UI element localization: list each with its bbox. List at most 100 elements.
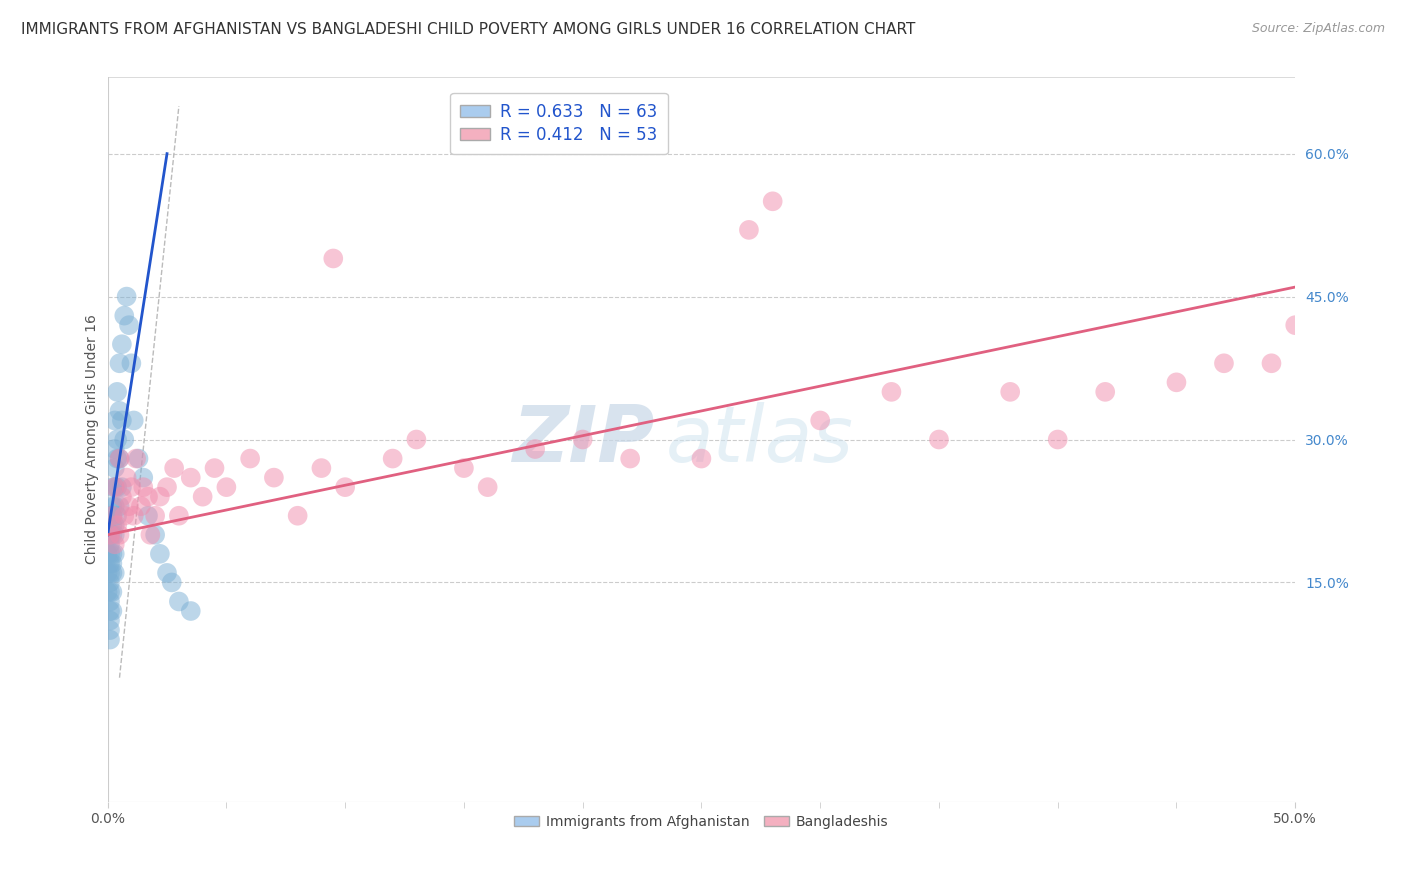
Point xyxy=(98,594,121,608)
Point xyxy=(122,413,145,427)
Point xyxy=(204,461,226,475)
Point xyxy=(104,547,127,561)
Point xyxy=(619,451,641,466)
Point xyxy=(167,594,190,608)
Point xyxy=(111,480,134,494)
Point xyxy=(108,499,131,513)
Text: Source: ZipAtlas.com: Source: ZipAtlas.com xyxy=(1251,22,1385,36)
Point xyxy=(287,508,309,523)
Point xyxy=(1166,376,1188,390)
Point xyxy=(101,499,124,513)
Point xyxy=(104,461,127,475)
Point xyxy=(762,194,785,209)
Point xyxy=(120,480,142,494)
Point xyxy=(98,575,121,590)
Point xyxy=(160,575,183,590)
Point xyxy=(98,508,121,523)
Point xyxy=(136,508,159,523)
Point xyxy=(101,508,124,523)
Point xyxy=(97,547,120,561)
Point xyxy=(808,413,831,427)
Point xyxy=(98,614,121,628)
Point xyxy=(180,604,202,618)
Point xyxy=(111,413,134,427)
Point xyxy=(98,528,121,542)
Point xyxy=(122,508,145,523)
Point xyxy=(98,632,121,647)
Point xyxy=(112,309,135,323)
Point xyxy=(101,547,124,561)
Point xyxy=(98,604,121,618)
Point xyxy=(239,451,262,466)
Point xyxy=(118,499,141,513)
Point xyxy=(104,566,127,580)
Point xyxy=(98,585,121,599)
Point xyxy=(263,470,285,484)
Point xyxy=(101,508,124,523)
Point xyxy=(524,442,547,456)
Text: atlas: atlas xyxy=(666,401,853,477)
Point xyxy=(191,490,214,504)
Point xyxy=(738,223,761,237)
Point xyxy=(690,451,713,466)
Point xyxy=(105,480,128,494)
Point xyxy=(104,528,127,542)
Point xyxy=(928,433,950,447)
Text: IMMIGRANTS FROM AFGHANISTAN VS BANGLADESHI CHILD POVERTY AMONG GIRLS UNDER 16 CO: IMMIGRANTS FROM AFGHANISTAN VS BANGLADES… xyxy=(21,22,915,37)
Point xyxy=(477,480,499,494)
Point xyxy=(97,585,120,599)
Point xyxy=(156,480,179,494)
Point xyxy=(101,557,124,571)
Point xyxy=(98,623,121,637)
Point xyxy=(149,547,172,561)
Point xyxy=(322,252,344,266)
Point xyxy=(1260,356,1282,370)
Point xyxy=(108,404,131,418)
Point xyxy=(163,461,186,475)
Point xyxy=(167,508,190,523)
Point xyxy=(311,461,333,475)
Point xyxy=(111,490,134,504)
Point xyxy=(104,518,127,533)
Point xyxy=(101,480,124,494)
Point xyxy=(381,451,404,466)
Point xyxy=(132,470,155,484)
Point xyxy=(132,480,155,494)
Point xyxy=(139,528,162,542)
Point xyxy=(405,433,427,447)
Text: ZIP: ZIP xyxy=(512,401,654,477)
Point xyxy=(143,528,166,542)
Point xyxy=(111,337,134,351)
Point xyxy=(129,499,152,513)
Point xyxy=(149,490,172,504)
Point xyxy=(115,289,138,303)
Point xyxy=(1213,356,1236,370)
Point xyxy=(108,451,131,466)
Point xyxy=(97,566,120,580)
Point xyxy=(104,499,127,513)
Point xyxy=(571,433,593,447)
Point xyxy=(105,518,128,533)
Point xyxy=(453,461,475,475)
Point xyxy=(104,442,127,456)
Point xyxy=(97,528,120,542)
Point xyxy=(104,537,127,551)
Point xyxy=(118,318,141,333)
Point xyxy=(333,480,356,494)
Point xyxy=(180,470,202,484)
Point xyxy=(98,547,121,561)
Point xyxy=(108,451,131,466)
Point xyxy=(215,480,238,494)
Point xyxy=(101,585,124,599)
Legend: Immigrants from Afghanistan, Bangladeshis: Immigrants from Afghanistan, Bangladeshi… xyxy=(509,809,894,834)
Point xyxy=(108,528,131,542)
Point xyxy=(101,528,124,542)
Point xyxy=(98,537,121,551)
Point xyxy=(112,508,135,523)
Point xyxy=(1094,384,1116,399)
Point xyxy=(1284,318,1306,333)
Y-axis label: Child Poverty Among Girls Under 16: Child Poverty Among Girls Under 16 xyxy=(86,315,100,565)
Point xyxy=(115,470,138,484)
Point xyxy=(98,528,121,542)
Point xyxy=(101,604,124,618)
